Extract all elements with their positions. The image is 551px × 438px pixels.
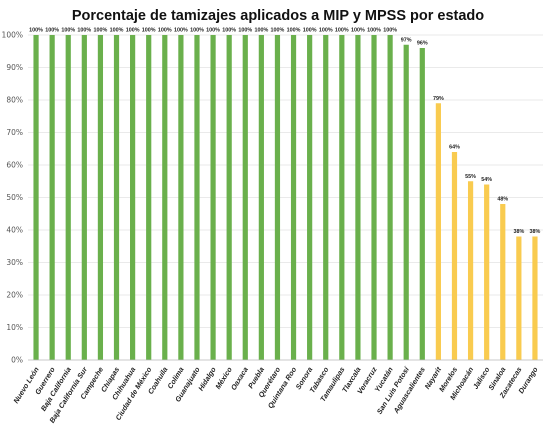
bar [33, 35, 39, 360]
data-label: 100% [254, 28, 268, 34]
data-label: 100% [110, 28, 124, 34]
data-label: 38% [530, 229, 541, 235]
bar [81, 35, 87, 360]
gridlines [28, 34, 543, 361]
data-label: 100% [287, 28, 301, 34]
data-label: 100% [206, 28, 220, 34]
y-tick-label: 70% [6, 128, 23, 137]
bar [130, 35, 136, 360]
data-label: 100% [45, 28, 59, 34]
bar [210, 35, 216, 360]
data-label: 38% [513, 229, 524, 235]
y-tick-label: 10% [6, 323, 23, 332]
bar [274, 35, 281, 360]
bar [500, 204, 506, 360]
y-tick-label: 20% [6, 291, 23, 300]
bar [387, 35, 393, 360]
data-label: 100% [29, 28, 43, 34]
bar [258, 35, 264, 360]
bar [323, 35, 329, 360]
data-label: 100% [238, 28, 252, 34]
bar [97, 35, 104, 360]
data-labels: 100% 100% 100% 100% 100% 100% 100% 100% 100% 100%… [29, 28, 540, 236]
data-label: 100% [383, 28, 397, 34]
bar [65, 35, 71, 360]
y-tick-label: 60% [6, 161, 23, 170]
data-label: 100% [158, 28, 172, 34]
bar [467, 181, 474, 360]
bar [435, 103, 441, 360]
bar [532, 236, 538, 360]
bar [419, 48, 425, 360]
data-label: 100% [126, 28, 140, 34]
y-tick-label: 30% [6, 258, 23, 267]
bar [162, 35, 168, 360]
data-label: 100% [351, 28, 365, 34]
bar [146, 35, 152, 360]
bar [516, 236, 522, 360]
y-tick-label: 100% [2, 31, 23, 40]
y-axis-ticks: 0% 10% 20% 30% 40% 50% 60% 70% 80% 90% 100% [2, 31, 23, 365]
bar [371, 35, 377, 360]
data-label: 100% [61, 28, 75, 34]
data-label: 79% [433, 96, 444, 102]
bar [484, 184, 490, 360]
data-label: 100% [367, 28, 381, 34]
bar [113, 35, 120, 360]
y-tick-label: 0% [11, 356, 23, 365]
data-label: 100% [271, 28, 285, 34]
data-label: 54% [481, 177, 492, 183]
data-label: 100% [190, 28, 204, 34]
bar [178, 35, 184, 360]
bar [451, 152, 458, 360]
chart-title: Porcentaje de tamizajes aplicados a MIP … [72, 8, 484, 24]
bar [307, 35, 313, 360]
bar [226, 35, 232, 360]
data-label: 100% [94, 28, 108, 34]
data-label: 96% [417, 41, 428, 47]
data-label: 100% [77, 28, 91, 34]
data-label: 100% [142, 28, 156, 34]
y-tick-label: 90% [6, 63, 23, 72]
data-label: 48% [497, 197, 508, 203]
data-label: 100% [222, 28, 236, 34]
y-tick-label: 80% [6, 96, 23, 105]
bars [33, 35, 538, 360]
data-label: 100% [335, 28, 349, 34]
data-label: 100% [319, 28, 333, 34]
y-tick-label: 40% [6, 226, 23, 235]
data-label: 64% [449, 145, 460, 151]
bar [49, 35, 55, 360]
data-label: 97% [401, 37, 412, 43]
bar [339, 35, 345, 360]
data-label: 55% [465, 174, 476, 180]
bar [242, 35, 248, 360]
bar [355, 35, 361, 360]
data-label: 100% [174, 28, 188, 34]
y-tick-label: 50% [6, 193, 23, 202]
bar [194, 35, 200, 360]
bar [403, 44, 409, 360]
bar [290, 35, 297, 360]
data-label: 100% [303, 28, 317, 34]
